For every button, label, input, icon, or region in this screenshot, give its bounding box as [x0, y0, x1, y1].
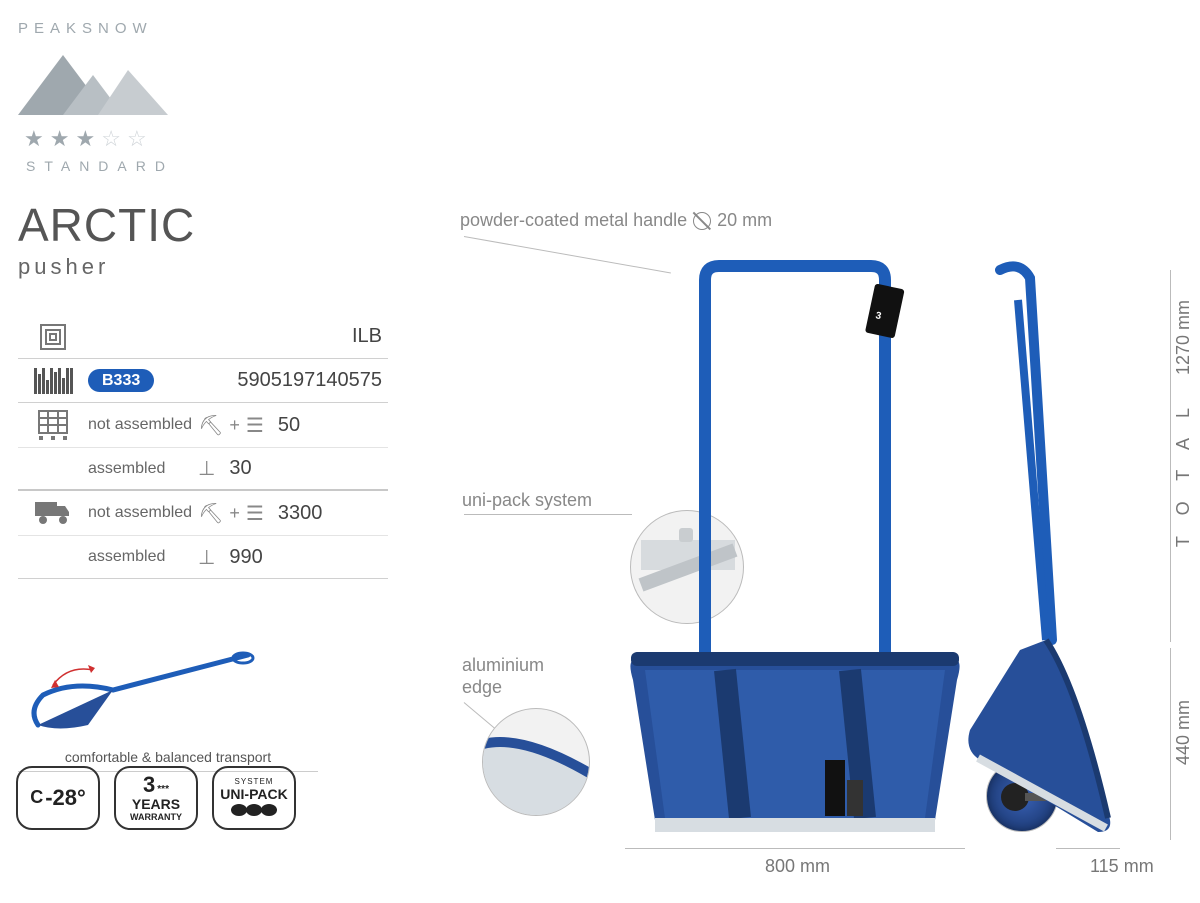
unipack-glyph-icon — [229, 802, 279, 818]
callout-handle-diam: 20 mm — [717, 210, 772, 231]
plus-icon: + — [229, 415, 240, 436]
callout-edge-l1: aluminium — [462, 655, 544, 677]
spec-table: ILB B333 5905197140575 not assembled ⛏ +… — [18, 315, 388, 579]
dim-bracket-total — [1170, 270, 1171, 642]
pallet-na-label: not assembled — [88, 416, 198, 434]
square-spiral-icon — [40, 324, 66, 350]
warranty-years: 3 — [143, 773, 155, 797]
transport-illustration: comfortable & balanced transport — [18, 640, 318, 772]
star-icon: ★ — [24, 126, 48, 152]
star-icon: ★ — [75, 126, 99, 152]
temp-value: -28° — [45, 786, 86, 810]
stack-icon: ☰ — [246, 413, 264, 438]
warranty-l1: YEARS — [132, 797, 180, 812]
product-front-view: 3 — [625, 260, 965, 840]
edge-detail-circle — [482, 708, 590, 816]
tier-label: STANDARD — [18, 158, 174, 174]
barcode-icon — [34, 368, 73, 394]
product-diagram: powder-coated metal handle 20 mm uni-pac… — [450, 200, 1190, 900]
dim-depth: 115 mm — [1090, 856, 1154, 877]
dim-blade-height: 440 mm — [1173, 700, 1194, 765]
mountain-icon — [18, 45, 168, 115]
dim-total: 1270 mm — [1173, 300, 1194, 375]
star-icon: ☆ — [127, 126, 151, 152]
callout-handle-text: powder-coated metal handle — [460, 210, 687, 231]
truck-a-qty: 990 — [229, 546, 262, 569]
badge-warranty: 3 *** YEARS WARRANTY — [114, 766, 198, 830]
dim-width: 800 mm — [765, 856, 830, 877]
truck-na-label: not assembled — [88, 504, 198, 522]
spec-row-truck-a: assembled ⊥ 990 — [18, 535, 388, 579]
brand-logo-block: PEAKSNOW ★ ★ ★ ☆ ☆ STANDARD — [18, 20, 174, 174]
stack-icon: ☰ — [246, 501, 264, 526]
callout-unipack: uni-pack system — [462, 490, 592, 511]
spec-row-ean: B333 5905197140575 — [18, 359, 388, 403]
temp-prefix: C — [30, 788, 43, 808]
dim-total-label: T O T A L — [1173, 400, 1194, 547]
truck-icon — [35, 500, 71, 526]
callout-edge-l2: edge — [462, 677, 544, 699]
badge-row: C -28° 3 *** YEARS WARRANTY SYSTEM UNI-P… — [16, 766, 296, 830]
stack-icon: ⛏ — [198, 501, 223, 526]
callout-edge: aluminium edge — [462, 655, 544, 698]
diameter-icon — [693, 212, 711, 230]
spec-row-pallet-na: not assembled ⛏ + ☰ 50 — [18, 403, 388, 447]
truck-na-qty: 3300 — [278, 502, 323, 525]
code-type: ILB — [352, 325, 388, 348]
product-type: pusher — [18, 254, 195, 280]
spec-row-pallet-a: assembled ⊥ 30 — [18, 447, 388, 491]
dim-bracket-depth — [1056, 848, 1120, 849]
plus-icon: + — [229, 503, 240, 524]
lead-line — [464, 514, 632, 515]
stack-icon: ⛏ — [198, 413, 223, 438]
product-title-block: ARCTIC pusher — [18, 198, 195, 280]
badge-temperature: C -28° — [16, 766, 100, 830]
star-icon: ☆ — [101, 126, 125, 152]
pallet-na-qty: 50 — [278, 414, 300, 437]
product-name: ARCTIC — [18, 198, 195, 252]
star-icon: ★ — [50, 126, 74, 152]
star-rating: ★ ★ ★ ☆ ☆ — [18, 126, 174, 152]
unipack-main: UNI-PACK — [220, 787, 287, 802]
unit-icon: ⊥ — [198, 545, 215, 570]
pallet-a-qty: 30 — [229, 457, 251, 480]
warranty-stars: *** — [157, 784, 169, 795]
pallet-grid-icon — [38, 410, 68, 440]
warranty-l2: WARRANTY — [130, 813, 182, 823]
callout-handle: powder-coated metal handle 20 mm — [460, 210, 772, 231]
dim-bracket-width — [625, 848, 965, 849]
lead-line — [464, 702, 495, 728]
brand-name: PEAKSNOW — [18, 20, 174, 37]
badge-unipack: SYSTEM UNI-PACK — [212, 766, 296, 830]
product-side-view — [960, 260, 1120, 840]
pallet-a-label: assembled — [88, 460, 198, 478]
ean-code: 5905197140575 — [237, 369, 388, 392]
dim-bracket-blade — [1170, 648, 1171, 840]
truck-a-label: assembled — [88, 548, 198, 566]
spec-row-truck-na: not assembled ⛏ + ☰ 3300 — [18, 491, 388, 535]
unit-icon: ⊥ — [198, 456, 215, 481]
sku-pill: B333 — [88, 369, 154, 392]
spec-row-code: ILB — [18, 315, 388, 359]
